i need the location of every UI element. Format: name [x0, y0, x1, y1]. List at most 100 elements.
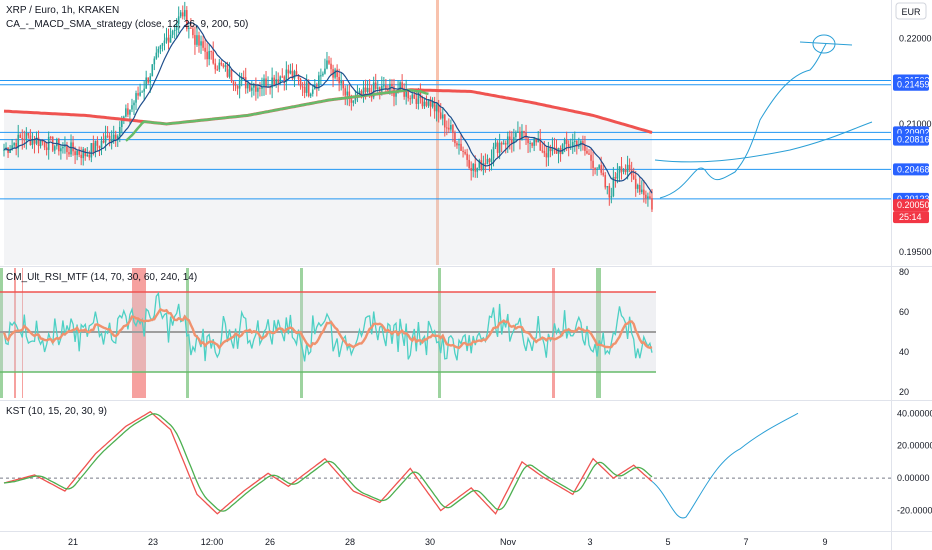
candle	[102, 133, 105, 144]
candle	[116, 134, 119, 147]
candle	[179, 10, 182, 19]
candle	[228, 62, 231, 79]
candle	[602, 163, 605, 177]
candle	[155, 46, 158, 60]
candle	[106, 126, 109, 139]
candle	[446, 120, 448, 136]
candle	[110, 130, 113, 150]
candle	[190, 18, 192, 29]
ema-line	[3, 21, 653, 194]
time-tick-label: 7	[743, 537, 748, 547]
candle	[80, 146, 82, 166]
price-axis[interactable]: 0.220000.210000.195000.215080.214590.209…	[893, 33, 932, 257]
candle	[171, 29, 174, 39]
candle	[159, 44, 162, 55]
candle	[206, 43, 208, 67]
candle	[328, 56, 330, 65]
candle	[163, 33, 166, 51]
candle	[498, 133, 501, 160]
candle	[78, 146, 80, 158]
time-axis[interactable]: 21 23 12:00 26 28 30 Nov 3 5 7 9	[68, 537, 828, 547]
candle	[443, 113, 446, 137]
rsi-pane[interactable]	[0, 268, 656, 398]
candle	[232, 80, 235, 91]
sma50-line	[125, 88, 429, 142]
candle	[194, 26, 196, 55]
candle	[94, 140, 97, 158]
candle	[342, 79, 345, 96]
kst-axis[interactable]: 40.00000 20.00000 0.00000 -20.00000	[897, 408, 932, 515]
candle	[240, 72, 243, 87]
candle	[525, 124, 527, 145]
candle	[513, 128, 515, 152]
candle	[531, 142, 533, 149]
candle	[23, 130, 26, 148]
candle	[641, 180, 643, 195]
projection-drawing[interactable]	[654, 43, 873, 199]
candle	[17, 124, 20, 158]
svg-text:0.21459: 0.21459	[897, 80, 930, 90]
horizontal-lines[interactable]	[0, 80, 891, 200]
candle	[70, 134, 72, 158]
candle	[590, 148, 592, 170]
candle	[409, 95, 412, 106]
candle	[612, 167, 615, 198]
candle	[287, 64, 290, 79]
candle	[344, 85, 347, 106]
candle	[311, 85, 314, 97]
candle	[27, 132, 30, 139]
candle	[242, 70, 245, 79]
candle	[555, 139, 558, 154]
candle	[167, 28, 170, 50]
candle	[322, 71, 324, 77]
target-circle-drawing[interactable]	[799, 34, 853, 54]
candle	[433, 96, 436, 119]
candle	[573, 131, 576, 152]
svg-text:0.20816: 0.20816	[897, 135, 930, 145]
strategy-label: CA_-_MACD_SMA_strategy (close, 12, 26, 9…	[6, 19, 248, 30]
candle	[68, 147, 70, 157]
svg-text:0.20468: 0.20468	[897, 164, 930, 174]
candle	[529, 140, 531, 153]
candle	[423, 97, 426, 109]
candle	[303, 81, 306, 99]
rsi-tick-label: 60	[899, 307, 909, 317]
kst-projection-drawing[interactable]	[651, 412, 799, 519]
candle	[202, 35, 204, 51]
candle	[257, 84, 259, 99]
candle	[9, 144, 11, 153]
candle	[352, 100, 355, 107]
candle	[515, 130, 517, 143]
currency-button[interactable]: EUR	[895, 2, 927, 20]
candle	[135, 90, 137, 111]
candle	[502, 139, 505, 145]
rsi-axis[interactable]: 80 60 40 20	[899, 267, 909, 397]
price-tag: 0.21459	[893, 78, 930, 91]
price-pane[interactable]	[0, 0, 891, 265]
rsi-tick-label: 20	[899, 387, 909, 397]
candle	[450, 119, 452, 132]
candle	[301, 82, 304, 97]
candle	[340, 72, 342, 91]
candle	[45, 142, 48, 156]
candle	[15, 138, 17, 156]
candle	[137, 86, 139, 100]
candle	[169, 27, 172, 43]
candle	[533, 136, 535, 152]
candle	[220, 60, 223, 67]
kst-pane[interactable]	[0, 410, 891, 519]
candle	[127, 103, 129, 118]
candle	[468, 154, 470, 170]
rsi-tick-label: 40	[899, 347, 909, 357]
candle	[19, 133, 22, 138]
candle	[545, 145, 548, 167]
candle	[395, 91, 397, 106]
candle	[100, 136, 103, 156]
candle	[157, 46, 160, 58]
candle	[647, 192, 649, 207]
candle	[273, 74, 275, 86]
candle	[435, 102, 438, 122]
rsi-tick-label: 80	[899, 267, 909, 277]
candle	[561, 143, 564, 155]
